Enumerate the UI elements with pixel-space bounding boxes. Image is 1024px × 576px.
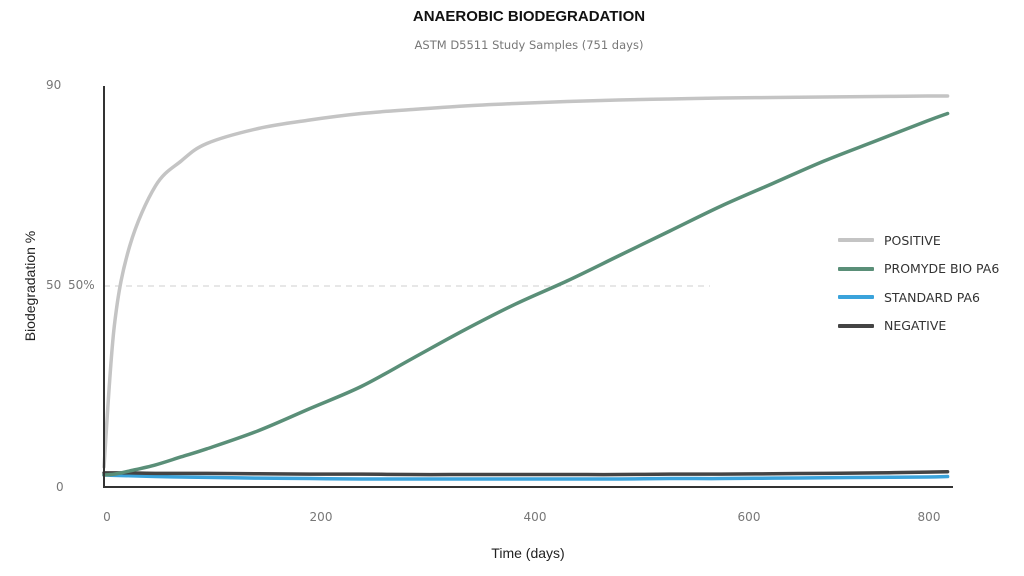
series-line-promyde-bio-pa6 — [102, 111, 950, 477]
x-tick-200: 200 — [309, 510, 333, 524]
legend-item-negative[interactable]: NEGATIVE — [838, 312, 999, 341]
y-tick-0: 0 — [56, 480, 64, 494]
series-line-standard-pa6 — [102, 473, 950, 481]
legend-swatch — [838, 295, 874, 300]
chart-title: ANAEROBIC BIODEGRADATION — [412, 8, 646, 25]
y-tick-50: 50 — [46, 278, 62, 292]
series-line-negative — [102, 469, 950, 477]
legend-label: PROMYDE BIO PA6 — [884, 261, 1000, 277]
x-axis-label: Time (days) — [491, 545, 565, 561]
x-tick-800: 800 — [917, 510, 941, 524]
legend-swatch — [838, 323, 874, 328]
legend-label: STANDARD PA6 — [884, 289, 980, 305]
chart-subtitle: ASTM D5511 Study Samples (751 days) — [414, 38, 644, 52]
series-line-positive — [102, 94, 950, 469]
legend-label: POSITIVE — [884, 232, 941, 248]
x-tick-0: 0 — [103, 510, 111, 524]
y-tick-90: 90 — [46, 78, 62, 92]
reference-line-label: 50% — [68, 278, 95, 292]
legend-item-positive[interactable]: POSITIVE — [838, 226, 999, 255]
series-layer — [102, 94, 950, 481]
x-tick-400: 400 — [523, 510, 547, 524]
legend-item-promyde-bio-pa6[interactable]: PROMYDE BIO PA6 — [838, 255, 999, 284]
x-tick-600: 600 — [737, 510, 761, 524]
legend: POSITIVE PROMYDE BIO PA6 STANDARD PA6 NE… — [838, 226, 999, 340]
legend-swatch — [838, 266, 874, 271]
legend-label: NEGATIVE — [884, 318, 947, 334]
legend-item-standard-pa6[interactable]: STANDARD PA6 — [838, 283, 999, 312]
legend-swatch — [838, 238, 874, 243]
